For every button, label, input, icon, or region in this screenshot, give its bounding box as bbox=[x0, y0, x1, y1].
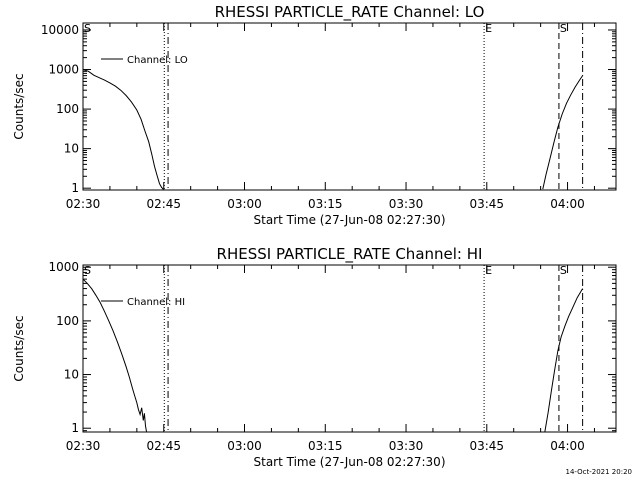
y-axis-label: Counts/sec bbox=[12, 73, 26, 139]
y-tick-label: 10000 bbox=[41, 23, 79, 37]
x-axis-label: Start Time (27-Jun-08 02:27:30) bbox=[254, 455, 446, 469]
y-axis-label: Counts/sec bbox=[12, 315, 26, 381]
plot-frame bbox=[82, 22, 617, 191]
y-tick-label: 100 bbox=[56, 102, 79, 116]
marker-label: S bbox=[560, 22, 567, 35]
y-tick-label: 1000 bbox=[48, 63, 79, 77]
x-tick-label: 03:30 bbox=[389, 439, 424, 453]
marker-label: S bbox=[560, 264, 567, 277]
generation-timestamp: 14-Oct-2021 20:20 bbox=[565, 468, 632, 476]
chart-panel-2: RHESSI PARTICLE_RATE Channel: HI Counts/s… bbox=[12, 245, 617, 469]
legend-label: Channel: HI bbox=[127, 297, 185, 308]
marker-label: S bbox=[84, 264, 91, 277]
y-tick-label: 1 bbox=[71, 421, 79, 435]
chart-title: RHESSI PARTICLE_RATE Channel: HI bbox=[217, 245, 483, 264]
x-tick-label: 03:45 bbox=[469, 439, 504, 453]
x-axis-label: Start Time (27-Jun-08 02:27:30) bbox=[254, 213, 446, 227]
y-tick-label: 100 bbox=[56, 314, 79, 328]
x-tick-label: 02:45 bbox=[146, 197, 181, 211]
x-tick-label: 03:00 bbox=[227, 197, 262, 211]
chart-title: RHESSI PARTICLE_RATE Channel: LO bbox=[215, 3, 485, 22]
series-line bbox=[542, 75, 584, 190]
series-line bbox=[83, 69, 164, 190]
legend-label: Channel: LO bbox=[127, 55, 188, 66]
series-line bbox=[83, 278, 147, 432]
marker-label: E bbox=[485, 264, 492, 277]
marker-label: E bbox=[485, 22, 492, 35]
x-tick-label: 03:15 bbox=[308, 197, 343, 211]
x-tick-label: 02:30 bbox=[66, 439, 101, 453]
y-tick-label: 1000 bbox=[48, 260, 79, 274]
x-tick-label: 02:30 bbox=[66, 197, 101, 211]
x-tick-label: 04:00 bbox=[550, 439, 585, 453]
x-tick-label: 03:30 bbox=[389, 197, 424, 211]
y-tick-label: 10 bbox=[64, 368, 79, 382]
y-tick-label: 1 bbox=[71, 181, 79, 195]
x-tick-label: 03:45 bbox=[469, 197, 504, 211]
series-line bbox=[544, 288, 584, 432]
x-tick-label: 03:15 bbox=[308, 439, 343, 453]
marker-label: S bbox=[84, 22, 91, 35]
x-tick-label: 04:00 bbox=[550, 197, 585, 211]
chart-panel-1: RHESSI PARTICLE_RATE Channel: LO Counts/s… bbox=[12, 3, 617, 227]
x-tick-label: 02:45 bbox=[146, 439, 181, 453]
x-tick-label: 03:00 bbox=[227, 439, 262, 453]
y-tick-label: 10 bbox=[64, 142, 79, 156]
plot-frame bbox=[82, 264, 617, 433]
